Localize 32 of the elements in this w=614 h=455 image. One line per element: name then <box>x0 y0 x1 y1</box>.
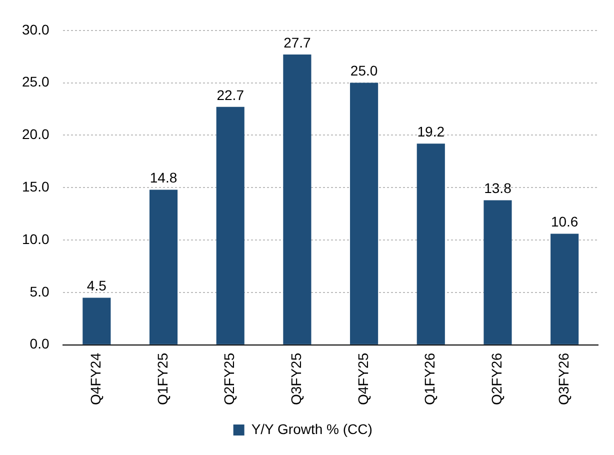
x-tick-label: Q3FY26 <box>555 352 572 406</box>
y-tick-label: 20.0 <box>22 126 50 142</box>
text: 14.8 <box>150 170 178 186</box>
y-tick-label: 0.0 <box>30 336 50 352</box>
y-tick-label: 5.0 <box>30 283 50 300</box>
text: 13.8 <box>484 180 512 196</box>
text: 4.5 <box>86 278 106 294</box>
x-tick-label: Q2FY25 <box>221 352 238 406</box>
x-tick-label: Q4FY24 <box>88 352 104 406</box>
text: 22.7 <box>216 86 244 103</box>
bar <box>550 234 579 344</box>
y-tick-label: 30.0 <box>22 21 50 38</box>
text: 27.7 <box>284 34 311 50</box>
text: 19.2 <box>417 123 445 140</box>
x-tick-label: Q2FY26 <box>488 352 505 406</box>
bar <box>82 298 111 344</box>
y-tick-label: 15.0 <box>22 178 50 194</box>
bar <box>416 144 445 344</box>
text: 10.6 <box>550 214 578 230</box>
x-tick-label: Q1FY25 <box>154 352 170 406</box>
bar <box>216 106 244 344</box>
bar <box>283 54 312 344</box>
legend-label: Y/Y Growth % (CC) <box>251 420 372 437</box>
text: 25.0 <box>350 62 378 79</box>
x-tick-label: Q3FY25 <box>288 352 304 406</box>
y-tick-label: 25.0 <box>22 74 50 90</box>
bar <box>484 200 512 344</box>
y-tick-label: 10.0 <box>22 230 50 247</box>
bar <box>350 82 378 344</box>
bar <box>149 190 178 344</box>
x-tick-label: Q4FY25 <box>354 352 371 406</box>
x-tick-label: Q1FY26 <box>422 352 438 406</box>
